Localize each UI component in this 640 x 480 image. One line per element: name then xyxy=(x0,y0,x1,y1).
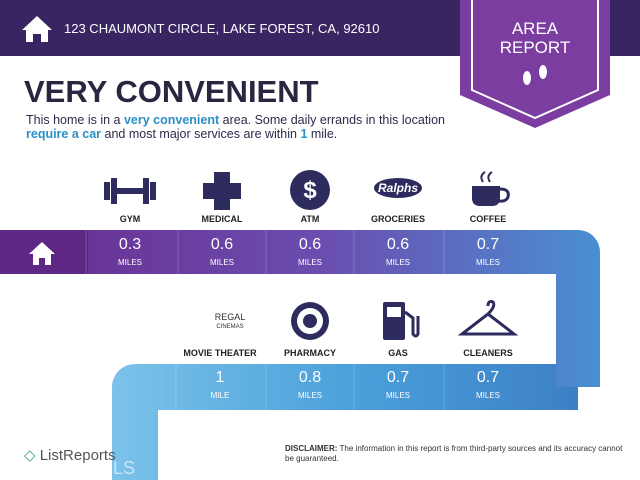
icons xyxy=(104,170,519,340)
medical-icon xyxy=(203,172,241,210)
brand-mark: ◇ xyxy=(24,447,40,464)
distance-unit: MILES xyxy=(298,258,322,267)
cleaners-icon xyxy=(457,300,519,336)
ralphs-logo: Ralphs xyxy=(378,181,418,195)
watermark: LS xyxy=(113,458,135,478)
amenity-label: CLEANERS xyxy=(463,348,513,358)
regal-logo-top: REGAL xyxy=(215,312,246,322)
distance-unit: MILES xyxy=(476,391,500,400)
home-icon xyxy=(22,16,52,42)
distance-unit: MILES xyxy=(298,391,322,400)
coffee-icon xyxy=(472,171,510,206)
home-icon-band xyxy=(29,242,55,265)
amenity-label: MEDICAL xyxy=(202,214,243,224)
disclaimer-label: DISCLAIMER: xyxy=(285,444,338,453)
distance-unit: MILES xyxy=(210,258,234,267)
amenity-label: MOVIE THEATER xyxy=(183,348,257,358)
path-band-upper xyxy=(0,230,600,387)
pharmacy-icon xyxy=(291,302,329,340)
groceries-icon xyxy=(374,178,422,198)
amenity-label: ATM xyxy=(301,214,320,224)
distance-unit: MILES xyxy=(386,258,410,267)
distance: 0.7 xyxy=(477,369,499,386)
amenity-label: GROCERIES xyxy=(371,214,425,224)
distance-unit: MILES xyxy=(118,258,142,267)
brand-name: ListReports xyxy=(40,447,116,464)
description-part: This home is in a xyxy=(26,113,124,127)
distance-unit: MILES xyxy=(476,258,500,267)
distance: 0.6 xyxy=(299,236,321,253)
atm-symbol: $ xyxy=(303,177,317,204)
description: This home is in a very convenient area. … xyxy=(26,113,456,141)
distance: 0.3 xyxy=(119,236,141,253)
headline: VERY CONVENIENT xyxy=(24,74,319,109)
distance: 0.8 xyxy=(299,369,321,386)
footprints xyxy=(523,65,547,85)
badge-line2: REPORT xyxy=(500,38,571,57)
gas-icon xyxy=(383,302,420,340)
distance-unit: MILES xyxy=(386,391,410,400)
regal-logo-bottom: CINEMAS xyxy=(216,324,243,330)
badge-line1: AREA xyxy=(512,19,559,38)
amenity-label: GAS xyxy=(388,348,408,358)
distance: 0.6 xyxy=(211,236,233,253)
gym-icon xyxy=(104,178,156,204)
disclaimer: DISCLAIMER: The information in this repo… xyxy=(285,444,625,464)
atm-icon xyxy=(290,170,330,210)
distance: 1 xyxy=(216,369,225,386)
amenity-label: GYM xyxy=(120,214,141,224)
amenity-label: COFFEE xyxy=(470,214,507,224)
distance: 0.7 xyxy=(477,236,499,253)
distance: 0.7 xyxy=(387,369,409,386)
badge-border xyxy=(471,0,599,120)
address: 123 CHAUMONT CIRCLE, LAKE FOREST, CA, 92… xyxy=(64,21,379,36)
badge xyxy=(460,0,610,128)
brand: ◇ ListReports xyxy=(24,447,116,464)
description-part: very convenient xyxy=(123,113,220,127)
description-part: area. Some daily errands in this locatio… xyxy=(219,113,445,127)
description-part: require a car xyxy=(26,127,102,141)
description-part: 1 xyxy=(300,127,308,141)
path-band-lower xyxy=(112,364,578,480)
disclaimer-text: The information in this report is from t… xyxy=(285,444,623,463)
description-part: and most major services are within xyxy=(101,127,301,141)
distance-unit: MILE xyxy=(211,391,230,400)
description-part: mile. xyxy=(307,127,338,141)
distance: 0.6 xyxy=(387,236,409,253)
amenity-label: PHARMACY xyxy=(284,348,336,358)
